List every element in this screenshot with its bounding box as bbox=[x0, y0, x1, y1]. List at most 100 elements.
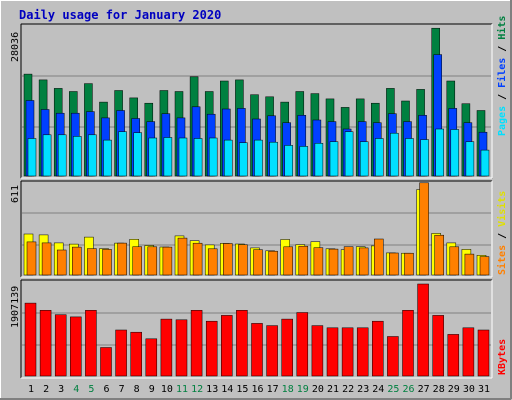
day-labels: 1 2 3 4 5 6 7 8 9 10 11 12 13 14 15 16 17 18 19 20 21 22 23 24 2… bbox=[28, 384, 490, 395]
kbytes-bar bbox=[266, 325, 278, 377]
day-label: 3 bbox=[58, 384, 64, 395]
kbytes-bar bbox=[175, 319, 188, 377]
pages-bar bbox=[314, 143, 324, 177]
pages-bar bbox=[344, 131, 354, 177]
pages-bar bbox=[465, 141, 475, 177]
legend-separator: / bbox=[497, 88, 508, 106]
hits-files-pages-panel bbox=[20, 23, 493, 179]
day-label: 20 bbox=[312, 384, 324, 395]
day-label: 8 bbox=[134, 384, 140, 395]
day-label: 17 bbox=[267, 384, 279, 395]
pages-bar bbox=[133, 132, 142, 177]
kbytes-bar bbox=[251, 323, 263, 377]
pages-bar bbox=[284, 145, 293, 177]
sites-bar bbox=[374, 238, 384, 276]
kbytes-bar bbox=[236, 310, 248, 377]
day-label: 16 bbox=[251, 384, 263, 395]
sites-bar bbox=[479, 256, 490, 276]
kbytes-bar bbox=[145, 338, 158, 377]
legend-separator: / bbox=[497, 227, 508, 245]
day-label: 18 bbox=[282, 384, 294, 395]
pages-bar bbox=[405, 138, 414, 177]
day-label: 10 bbox=[161, 384, 173, 395]
kbytes-bar bbox=[115, 329, 127, 377]
kbytes-bar bbox=[24, 302, 37, 377]
day-label: 1 bbox=[28, 384, 34, 395]
sites-bar bbox=[283, 246, 293, 276]
sites-bar bbox=[147, 246, 158, 276]
day-label: 19 bbox=[297, 384, 309, 395]
legend-pages: Pages bbox=[497, 106, 508, 136]
day-label: 12 bbox=[191, 384, 203, 395]
day-label: 23 bbox=[357, 384, 369, 395]
legend-visits: Visits bbox=[496, 191, 508, 227]
kbytes-bar bbox=[130, 331, 142, 377]
sites-bar bbox=[162, 246, 173, 276]
day-label: 7 bbox=[119, 384, 125, 395]
kbytes-bar bbox=[417, 283, 429, 377]
kbytes-bar bbox=[356, 327, 369, 377]
kbytes-bar bbox=[85, 310, 97, 377]
legend-hits: Hits bbox=[496, 16, 508, 40]
sites-bar bbox=[117, 242, 127, 276]
sites-bar bbox=[449, 246, 460, 276]
pages-bar bbox=[42, 134, 52, 177]
kbytes-panel bbox=[20, 279, 493, 379]
pages-bar bbox=[254, 139, 263, 177]
day-label: 25 bbox=[387, 384, 399, 395]
sites-bar bbox=[253, 249, 263, 276]
sites-bar bbox=[434, 234, 444, 276]
kbytes-bar bbox=[326, 327, 339, 377]
pages-bar bbox=[224, 139, 233, 177]
legend-separator: / bbox=[497, 40, 508, 58]
day-label: 24 bbox=[372, 384, 384, 395]
kbytes-bar bbox=[160, 318, 173, 377]
sites-bar bbox=[87, 248, 97, 276]
day-label: 30 bbox=[463, 384, 475, 395]
day-label: 14 bbox=[221, 384, 233, 395]
hits-files-pages-bars bbox=[23, 27, 490, 177]
pages-bar bbox=[57, 134, 67, 177]
day-label: 31 bbox=[478, 384, 490, 395]
visits-sites-bars bbox=[23, 182, 490, 276]
hits-files-pages-legend: Pages / Files / Hits bbox=[496, 16, 508, 136]
day-label: 26 bbox=[402, 384, 414, 395]
kbytes-bar bbox=[402, 310, 414, 377]
pages-bar bbox=[27, 138, 37, 177]
kbytes-bar bbox=[54, 314, 67, 377]
pages-bar bbox=[103, 139, 112, 177]
sites-bar bbox=[72, 246, 82, 276]
day-label: 9 bbox=[149, 384, 155, 395]
kbytes-bar bbox=[372, 320, 384, 377]
kbytes-axis-max-label: 1907139 bbox=[10, 286, 21, 328]
pages-bar bbox=[88, 134, 97, 177]
day-label: 4 bbox=[73, 384, 79, 395]
sites-bar bbox=[464, 253, 475, 276]
pages-bar bbox=[163, 137, 173, 177]
sites-bar bbox=[343, 246, 354, 276]
visits-sites-legend: Sites / Visits bbox=[496, 191, 508, 275]
sites-bar bbox=[389, 252, 399, 276]
kbytes-bars bbox=[24, 283, 490, 377]
day-label: 15 bbox=[236, 384, 248, 395]
sites-bar bbox=[313, 247, 324, 276]
sites-bar bbox=[56, 249, 67, 276]
pages-bar bbox=[329, 141, 339, 177]
sites-bar bbox=[26, 241, 37, 276]
day-label: 21 bbox=[327, 384, 339, 395]
pages-bar bbox=[450, 129, 460, 177]
day-label: 6 bbox=[103, 384, 109, 395]
kbytes-bar bbox=[477, 329, 490, 377]
legend-sites: Sites bbox=[496, 245, 508, 275]
kbytes-bar bbox=[432, 315, 444, 377]
kbytes-bar bbox=[39, 310, 52, 377]
sites-bar bbox=[132, 246, 142, 276]
sites-bar bbox=[404, 252, 414, 276]
pages-bar bbox=[178, 137, 188, 177]
pages-bar bbox=[420, 139, 429, 177]
sites-bar bbox=[238, 244, 248, 276]
pages-bar bbox=[299, 146, 309, 177]
sites-bar bbox=[358, 247, 369, 276]
hits-axis-max-label: 28036 bbox=[10, 32, 21, 62]
